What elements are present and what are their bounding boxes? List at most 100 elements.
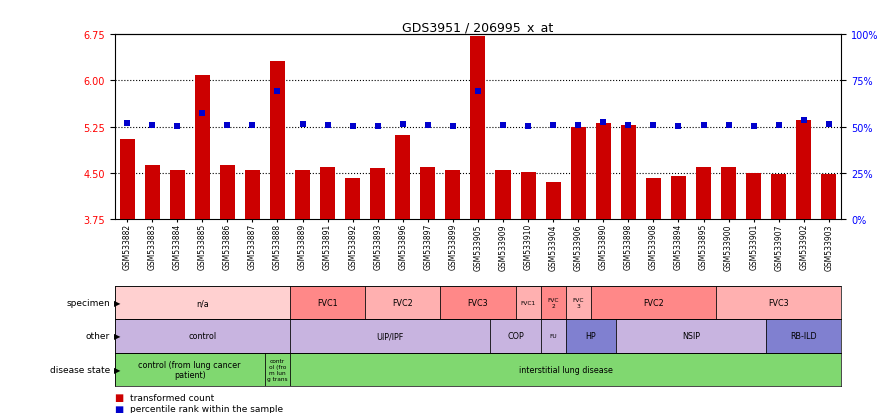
Point [647,123,661,129]
Bar [170,170,185,219]
Bar [766,320,841,353]
Point [421,123,435,129]
Point [697,122,711,129]
Text: interstitial lung disease: interstitial lung disease [519,365,612,374]
Bar [115,286,290,320]
Point [321,123,335,129]
Bar [365,286,440,320]
Text: RB-ILD: RB-ILD [790,332,817,341]
Text: ▶: ▶ [114,365,120,374]
Bar [290,353,841,386]
Text: ▶: ▶ [114,298,120,307]
Text: FVC
2: FVC 2 [547,297,559,308]
Text: FVC3: FVC3 [468,298,488,307]
Point [621,122,635,129]
Bar [265,353,290,386]
Text: contr
ol (fro
m lun
g trans: contr ol (fro m lun g trans [267,358,288,381]
Bar [491,320,541,353]
Text: COP: COP [507,332,524,341]
Bar [696,167,711,219]
Text: FU: FU [550,334,557,339]
Text: other: other [85,332,110,341]
Bar [370,169,385,219]
Bar [446,170,461,219]
Bar [646,178,661,219]
Text: control (from lung cancer
patient): control (from lung cancer patient) [138,360,241,379]
Bar [420,167,435,219]
Text: specimen: specimen [66,298,110,307]
Bar [545,183,560,219]
Bar [345,178,360,219]
Bar [721,167,737,219]
Bar [515,286,541,320]
Point [170,123,184,130]
Bar [746,173,761,219]
Bar [796,121,811,219]
Bar [144,166,159,219]
Bar [541,320,566,353]
Point [295,121,309,128]
Point [371,123,385,130]
Text: FVC
3: FVC 3 [573,297,584,308]
Bar [270,62,285,219]
Point [496,123,510,129]
Bar [195,76,210,219]
Point [270,89,285,95]
Point [245,123,259,129]
Text: transformed count: transformed count [130,393,215,402]
Text: FVC1: FVC1 [521,300,536,305]
Bar [566,320,616,353]
Point [396,121,410,128]
Bar [290,320,491,353]
Point [470,88,485,95]
Text: ■: ■ [115,404,123,413]
Text: n/a: n/a [196,298,209,307]
Text: ■: ■ [115,392,123,402]
Bar [470,37,485,219]
Text: ▶: ▶ [114,332,120,341]
Point [671,123,685,130]
Point [746,123,760,130]
Text: FVC2: FVC2 [392,298,413,307]
Bar [621,126,636,219]
Point [521,123,535,130]
Bar [495,170,510,219]
Bar [616,320,766,353]
Point [446,123,460,130]
Point [220,123,234,129]
Point [345,123,359,130]
Bar [716,286,841,320]
Bar [591,286,716,320]
Point [196,110,210,117]
Point [796,118,811,124]
Point [571,123,585,129]
Bar [521,172,536,219]
Bar [245,170,260,219]
Point [145,123,159,129]
Bar [320,167,335,219]
Bar [541,286,566,320]
Bar [115,320,290,353]
Bar [290,286,365,320]
Bar [821,175,836,219]
Bar [440,286,515,320]
Point [772,123,786,129]
Bar [120,140,135,219]
Bar [115,353,265,386]
Text: FVC2: FVC2 [643,298,663,307]
Text: FVC3: FVC3 [768,298,789,307]
Text: percentile rank within the sample: percentile rank within the sample [130,404,284,413]
Text: NSIP: NSIP [682,332,700,341]
Bar [295,170,310,219]
Bar [219,166,235,219]
Point [120,121,134,128]
Text: control: control [189,332,217,341]
Point [722,123,736,129]
Text: disease state: disease state [50,365,110,374]
Bar [396,135,411,219]
Bar [571,127,586,219]
Bar [671,176,686,219]
Text: HP: HP [585,332,596,341]
Text: UIP/IPF: UIP/IPF [376,332,403,341]
Title: GDS3951 / 206995_x_at: GDS3951 / 206995_x_at [403,21,553,34]
